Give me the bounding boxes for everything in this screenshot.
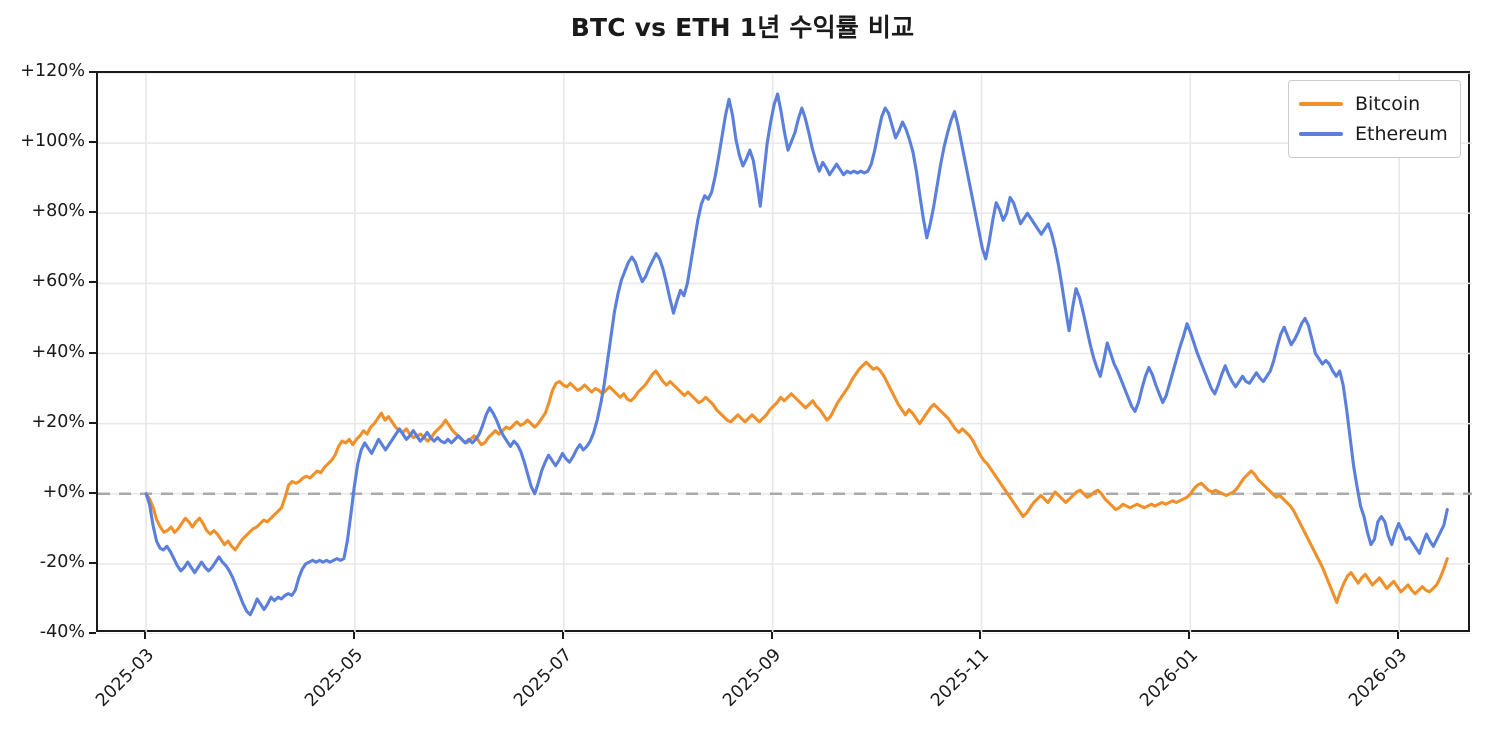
plot-area — [96, 71, 1472, 634]
y-axis-tick-mark — [89, 491, 96, 494]
y-axis-tick-label: -20% — [39, 551, 85, 572]
y-axis-tick-label: -40% — [39, 622, 85, 642]
x-axis-tick-mark — [979, 632, 982, 639]
plot-canvas — [98, 73, 1472, 634]
y-axis-tick-label: +40% — [31, 341, 85, 362]
x-axis-tick-mark — [770, 632, 773, 639]
x-axis-tick-mark — [144, 632, 147, 639]
y-axis-tick-mark — [89, 421, 96, 424]
y-axis-tick-label: +120% — [20, 61, 85, 81]
gridlines — [98, 73, 1472, 634]
legend-label: Ethereum — [1355, 123, 1448, 145]
x-axis-tick-mark — [1188, 632, 1191, 639]
series-lines — [144, 92, 1449, 617]
page-title: BTC vs ETH 1년 수익률 비교 — [570, 13, 915, 42]
x-axis-tick-mark — [561, 632, 564, 639]
series-line-bitcoin — [144, 360, 1449, 604]
legend-label: Bitcoin — [1355, 93, 1421, 115]
legend-swatch-icon — [1299, 102, 1343, 106]
y-axis-tick-label: +80% — [31, 201, 85, 222]
x-axis-tick-mark — [1397, 632, 1400, 639]
series-line-ethereum — [144, 92, 1449, 617]
y-axis-tick-label: +0% — [42, 481, 85, 502]
y-axis-tick-mark — [89, 351, 96, 354]
legend-item-ethereum[interactable]: Ethereum — [1299, 119, 1448, 149]
y-axis-tick-mark — [89, 141, 96, 144]
y-axis-tick-mark — [89, 632, 96, 634]
x-axis-tick-mark — [352, 632, 355, 639]
x-axis-tick-label: 2025-09 — [718, 645, 785, 711]
y-axis-tick-label: +20% — [31, 411, 85, 432]
y-axis-tick-mark — [89, 561, 96, 564]
y-axis-tick-mark — [89, 281, 96, 284]
chart-legend[interactable]: Bitcoin Ethereum — [1288, 80, 1461, 158]
x-axis-tick-label: 2025-07 — [510, 645, 576, 711]
y-axis-tick-mark — [89, 211, 96, 214]
x-axis-tick-label: 2025-05 — [301, 645, 368, 711]
x-axis-tick-label: 2025-11 — [927, 645, 994, 711]
y-axis-tick-label: +60% — [31, 271, 85, 292]
y-axis-tick-label: +100% — [20, 131, 85, 152]
x-axis-tick-label: 2026-03 — [1345, 645, 1412, 711]
x-axis-tick-label: 2026-01 — [1136, 645, 1203, 711]
y-axis-tick-mark — [89, 71, 96, 73]
x-axis-tick-label: 2025-03 — [92, 645, 159, 711]
legend-item-bitcoin[interactable]: Bitcoin — [1299, 89, 1448, 119]
legend-swatch-icon — [1299, 132, 1343, 136]
